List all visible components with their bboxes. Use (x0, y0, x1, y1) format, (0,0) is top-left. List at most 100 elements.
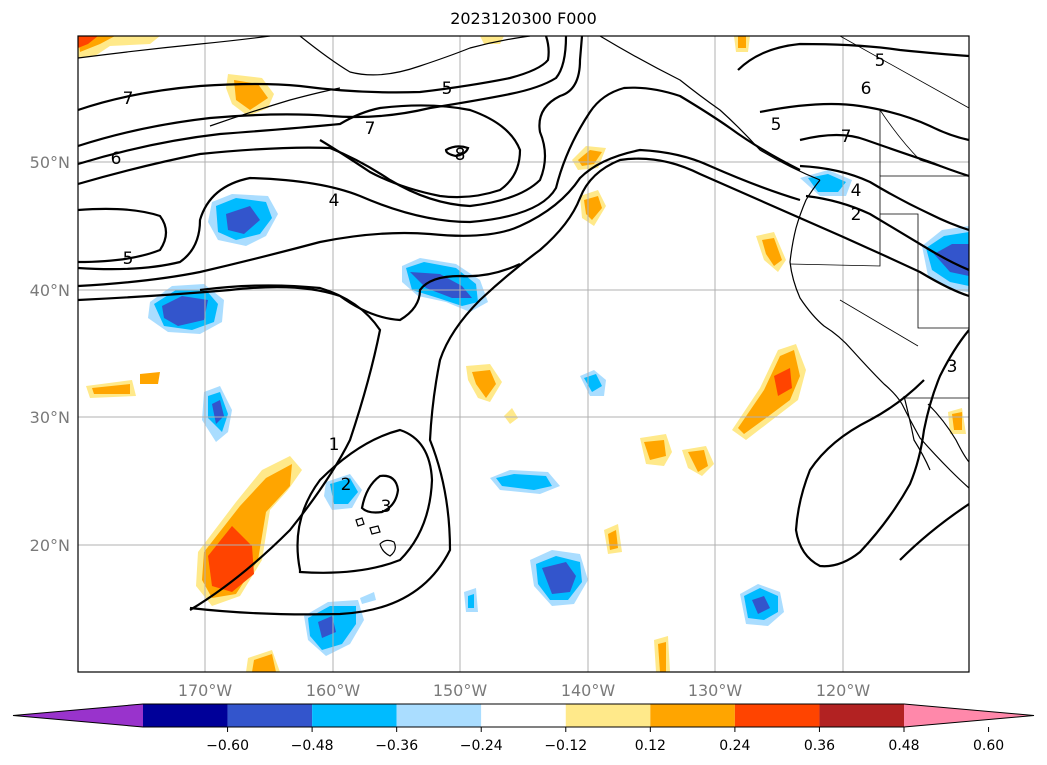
coastline (209, 87, 341, 127)
contour-line (360, 474, 400, 514)
contour-line (799, 164, 969, 232)
cold-anomaly-region (496, 474, 552, 490)
map-title: 2023120300 F000 (450, 9, 597, 28)
cold-anomaly-region (410, 272, 472, 298)
coastline (78, 36, 271, 59)
contour-label: 4 (851, 181, 862, 201)
longitude-label: 150°W (433, 681, 488, 700)
coastline (299, 36, 531, 76)
colorbar-segment (481, 704, 566, 727)
longitude-axis: 170°W 160°W 150°W 140°W 130°W 120°W (178, 681, 871, 700)
colorbar-segment (819, 704, 904, 727)
colorbar-extend-min (13, 704, 143, 727)
colorbar-segment (734, 704, 820, 727)
state-border (839, 299, 919, 347)
longitude-label: 160°W (306, 681, 361, 700)
colorbar-extend-max (904, 704, 1034, 727)
colorbar-tick-label: 0.48 (888, 738, 919, 754)
coastline (599, 36, 821, 181)
longitude-label: 120°W (816, 681, 871, 700)
colorbar-tick-label: −0.36 (375, 738, 418, 754)
cold-anomaly-region (212, 400, 224, 424)
contour-layer (78, 36, 969, 616)
colorbar-tick-label: −0.12 (544, 738, 587, 754)
map-frame (77, 35, 970, 673)
contour-label: 8 (455, 145, 466, 165)
warm-anomaly-region (688, 450, 708, 472)
state-border (839, 36, 969, 109)
contour-line (794, 329, 969, 568)
colorbar-tick-label: −0.24 (460, 738, 503, 754)
coastline (903, 395, 931, 471)
longitude-label: 130°W (688, 681, 743, 700)
contour-line (78, 36, 550, 112)
warm-anomaly-region (208, 526, 254, 592)
cold-anomaly-region (468, 594, 474, 608)
warm-anomaly-region (738, 36, 746, 48)
cold-anomaly-region (162, 296, 208, 326)
colorbar-tick-label: 0.36 (804, 738, 835, 754)
contour-label: 7 (365, 119, 376, 139)
cold-anomaly-region (330, 478, 358, 504)
warm-anomaly-region (774, 368, 792, 396)
colorbar-segment (650, 704, 735, 727)
contour-label: 5 (123, 249, 134, 269)
contour-label: 2 (341, 475, 352, 495)
contour-label: 6 (111, 149, 122, 169)
contour-label: 5 (875, 51, 886, 71)
latitude-label: 20°N (30, 536, 70, 555)
colorbar: −0.60 −0.48 −0.36 −0.24 −0.12 0.12 0.24 0.36 0.4… (12, 703, 1035, 754)
cold-anomaly-region (226, 206, 260, 234)
contour-line (78, 104, 522, 199)
colorbar-segment (312, 704, 397, 727)
warm-anomaly-region (140, 372, 160, 384)
cold-anomaly-region (752, 596, 770, 614)
warm-anomaly-region (92, 384, 130, 394)
colorbar-segment (143, 704, 228, 727)
latitude-label: 40°N (30, 281, 70, 300)
hawaii-island (379, 539, 396, 557)
contour-line (189, 157, 969, 616)
colorbar-segment (396, 704, 482, 727)
latitude-label: 50°N (30, 153, 70, 172)
colorbar-tick-label: 0.12 (635, 738, 666, 754)
hawaii-island (369, 525, 381, 535)
colorbar-tick-label: −0.60 (206, 738, 249, 754)
colorbar-tick-label: 0.24 (719, 738, 750, 754)
warm-anomaly-region (78, 36, 98, 48)
colorbar-segment (565, 704, 651, 727)
contour-line (799, 133, 969, 178)
contour-line (899, 503, 969, 561)
contour-line (296, 428, 434, 574)
contour-label: 5 (771, 115, 782, 135)
warm-anomaly-region (472, 370, 496, 398)
contour-line (78, 36, 584, 208)
contour-line (78, 207, 168, 264)
contour-line (805, 194, 969, 272)
hawaii-island (355, 517, 365, 527)
warm-anomaly-region (252, 654, 276, 672)
latitude-label: 30°N (30, 408, 70, 427)
cold-anomaly-region (360, 592, 376, 604)
contour-label: 5 (442, 79, 453, 99)
graticule (78, 36, 969, 672)
warm-anomaly-region (504, 408, 518, 424)
contour-label: 3 (381, 497, 392, 517)
latitude-axis: 50°N 40°N 30°N 20°N (30, 153, 70, 555)
contour-label: 6 (861, 79, 872, 99)
coastline (927, 403, 969, 463)
warm-anomaly-region (234, 80, 268, 110)
colorbar-tick-label: −0.48 (291, 738, 334, 754)
contour-line (78, 263, 521, 322)
warm-anomaly-region (762, 238, 782, 266)
contour-line (78, 36, 568, 148)
contour-label: 2 (851, 205, 862, 225)
contour-line (189, 284, 382, 611)
cold-anomaly-region (542, 562, 576, 594)
warm-anomaly-region (644, 440, 666, 460)
map-plot-area: 7 5 7 6 4 5 8 5 6 7 5 4 2 1 2 3 3 (78, 36, 969, 672)
warm-anomaly-region (658, 642, 666, 672)
contour-label: 4 (329, 191, 340, 211)
contour-label: 7 (123, 89, 134, 109)
contour-line (759, 102, 969, 142)
